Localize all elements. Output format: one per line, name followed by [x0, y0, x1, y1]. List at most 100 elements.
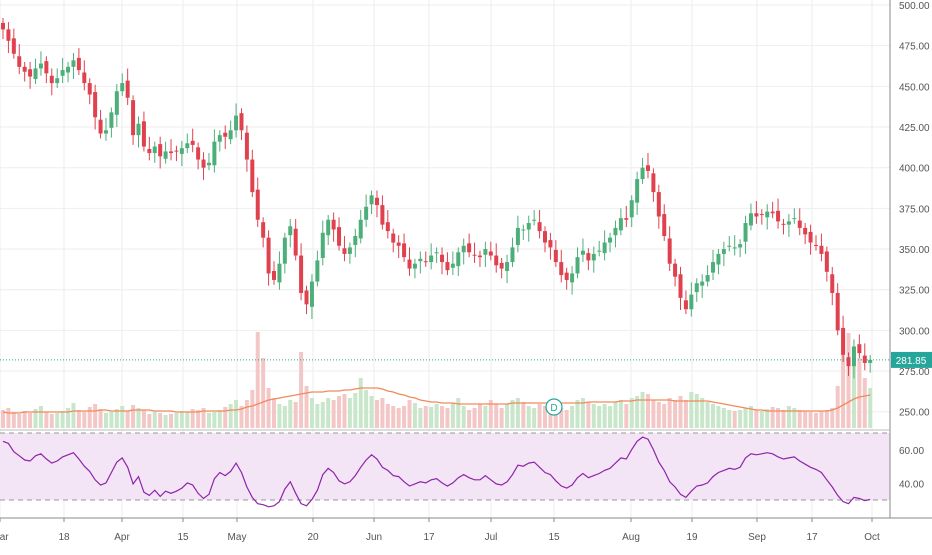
candle-body — [499, 262, 504, 269]
candle-body — [179, 148, 184, 154]
candle — [353, 228, 358, 258]
candle — [456, 247, 461, 276]
candle — [819, 233, 824, 262]
volume-bar — [434, 404, 439, 428]
candle-body — [152, 146, 157, 154]
candle — [824, 246, 829, 282]
candle — [510, 237, 515, 267]
candle — [629, 195, 634, 228]
candle — [803, 223, 808, 245]
candle-body — [315, 260, 320, 282]
volume-bar — [851, 346, 856, 428]
volume-bar — [586, 402, 591, 428]
candle-body — [93, 92, 98, 118]
volume-bar — [803, 411, 808, 428]
volume-bar — [440, 406, 445, 428]
candle — [206, 153, 211, 171]
candle — [423, 251, 428, 267]
candle — [55, 68, 60, 88]
volume-bar — [716, 406, 721, 428]
volume-bar — [131, 405, 136, 428]
volume-bar — [635, 396, 640, 428]
candle — [44, 56, 49, 84]
last-price-tag — [891, 351, 932, 368]
volume-bar — [711, 404, 716, 428]
candle — [402, 233, 407, 263]
time-tick-label: Apr — [114, 532, 130, 543]
volume-bar — [125, 411, 130, 428]
candle-body — [662, 214, 667, 237]
volume-bar — [483, 406, 488, 428]
candle-body — [6, 29, 11, 41]
volume-bar — [727, 410, 732, 428]
candle — [196, 142, 201, 170]
volume-bar — [244, 400, 249, 428]
grid-lines — [0, 0, 890, 518]
volume-bar — [494, 404, 499, 428]
candle — [450, 251, 455, 276]
candle-body — [575, 257, 580, 274]
candle-body — [98, 119, 103, 134]
candle-body — [396, 242, 401, 246]
dividend-marker[interactable]: D — [545, 398, 563, 416]
volume-bar — [141, 410, 146, 428]
price-candles[interactable] — [1, 18, 873, 379]
candle-body — [824, 251, 829, 272]
volume-bar — [22, 411, 27, 428]
volume-bar — [743, 408, 748, 428]
volume-bar — [76, 410, 81, 428]
price-tick-label: 375.00 — [899, 204, 930, 215]
time-tick-label: Sep — [748, 532, 766, 543]
candle — [28, 61, 33, 89]
candle-body — [488, 251, 493, 256]
candle — [158, 136, 163, 169]
volume-bar — [277, 404, 282, 428]
volume-bar — [445, 408, 450, 428]
volume-bar — [358, 378, 363, 428]
candle — [830, 266, 835, 306]
volume-bar — [515, 398, 520, 428]
time-tick-label: 15 — [177, 532, 189, 543]
rsi-panel[interactable] — [0, 432, 890, 508]
volume-bar — [114, 409, 119, 428]
candle-body — [255, 189, 260, 220]
candle-body — [244, 132, 249, 160]
time-tick-label: Aug — [622, 532, 640, 543]
candle — [505, 254, 510, 284]
candle — [743, 215, 748, 254]
candle-body — [705, 275, 710, 282]
candle-body — [624, 218, 629, 220]
volume-bar — [288, 400, 293, 428]
candle — [591, 246, 596, 273]
candle — [385, 209, 390, 239]
volume-bar — [163, 415, 168, 428]
candle — [304, 285, 309, 315]
candle — [689, 282, 694, 317]
volume-bar — [553, 404, 558, 428]
candle-body — [781, 223, 786, 225]
time-tick-label: May — [228, 532, 247, 543]
volume-bar — [98, 409, 103, 428]
candle-body — [391, 233, 396, 243]
candle-body — [147, 148, 152, 154]
candle-body — [862, 355, 867, 363]
candle — [98, 109, 103, 139]
volume-bar — [792, 408, 797, 428]
candle — [440, 247, 445, 275]
candle — [721, 241, 726, 267]
candle-body — [445, 262, 450, 271]
candle — [185, 133, 190, 154]
candle-body — [830, 274, 835, 293]
candle-body — [678, 274, 683, 298]
candle-body — [694, 283, 699, 293]
volume-bar — [364, 390, 369, 428]
candle-body — [797, 220, 802, 228]
candle — [228, 120, 233, 145]
candle-body — [206, 162, 211, 166]
candle — [380, 195, 385, 230]
volume-bar — [266, 388, 271, 428]
candle-body — [82, 72, 87, 84]
candle — [147, 136, 152, 161]
